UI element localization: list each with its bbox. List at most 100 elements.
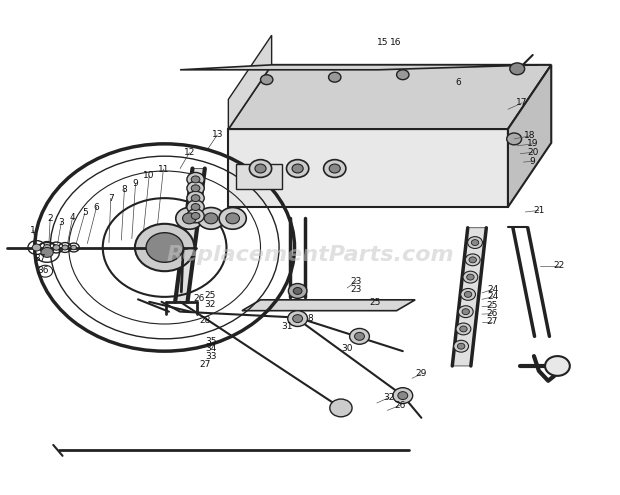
Circle shape — [62, 245, 68, 250]
Circle shape — [197, 207, 224, 229]
Text: 26: 26 — [394, 401, 405, 410]
Text: 32: 32 — [384, 393, 395, 402]
Circle shape — [182, 213, 196, 224]
Text: 27: 27 — [199, 360, 211, 369]
Circle shape — [292, 164, 303, 173]
Text: 6: 6 — [94, 202, 99, 211]
Circle shape — [135, 224, 194, 271]
Text: 11: 11 — [157, 164, 169, 174]
Circle shape — [191, 203, 200, 210]
Circle shape — [355, 333, 365, 340]
Text: 2: 2 — [47, 214, 53, 223]
Circle shape — [41, 248, 53, 257]
Polygon shape — [228, 65, 551, 129]
Text: 30: 30 — [342, 344, 353, 353]
Text: 4: 4 — [69, 213, 75, 222]
Circle shape — [204, 213, 218, 224]
Circle shape — [510, 63, 525, 75]
Text: 25: 25 — [204, 292, 216, 300]
Text: 28: 28 — [199, 316, 211, 325]
Text: 13: 13 — [211, 131, 223, 140]
Circle shape — [187, 191, 204, 205]
Text: 20: 20 — [527, 148, 538, 157]
Circle shape — [465, 254, 480, 266]
Text: 25: 25 — [487, 301, 498, 310]
Text: 37: 37 — [35, 254, 46, 263]
Circle shape — [462, 309, 469, 315]
Text: 7: 7 — [108, 194, 113, 202]
Circle shape — [175, 207, 203, 229]
Circle shape — [464, 292, 472, 297]
Circle shape — [249, 159, 272, 177]
Circle shape — [43, 245, 51, 250]
Circle shape — [461, 289, 476, 300]
Polygon shape — [180, 65, 539, 70]
Polygon shape — [228, 35, 272, 129]
Circle shape — [187, 200, 204, 214]
Bar — [236, 163, 282, 189]
Circle shape — [286, 159, 309, 177]
Text: 32: 32 — [204, 300, 216, 309]
Text: 26: 26 — [193, 294, 205, 303]
Text: 36: 36 — [37, 266, 48, 275]
Circle shape — [260, 75, 273, 85]
Circle shape — [350, 329, 370, 344]
Circle shape — [459, 326, 467, 332]
Circle shape — [187, 172, 204, 186]
Text: 35: 35 — [205, 337, 217, 346]
Circle shape — [191, 185, 200, 192]
Circle shape — [329, 72, 341, 82]
Circle shape — [53, 245, 60, 250]
Text: 9: 9 — [530, 156, 536, 166]
Text: 23: 23 — [351, 285, 362, 294]
Circle shape — [219, 207, 246, 229]
Circle shape — [191, 212, 200, 219]
Circle shape — [187, 181, 204, 195]
Circle shape — [329, 164, 340, 173]
Text: 8: 8 — [122, 185, 127, 194]
Text: 23: 23 — [351, 277, 362, 286]
Text: 31: 31 — [281, 322, 293, 331]
Circle shape — [471, 240, 479, 246]
Polygon shape — [175, 168, 205, 302]
Circle shape — [288, 311, 308, 327]
Circle shape — [467, 274, 474, 280]
Circle shape — [469, 257, 476, 263]
Text: 24: 24 — [487, 293, 498, 301]
Circle shape — [393, 388, 413, 403]
Circle shape — [397, 70, 409, 80]
Circle shape — [255, 164, 266, 173]
Text: 15: 15 — [376, 38, 388, 47]
Text: ReplacementParts.com: ReplacementParts.com — [166, 245, 454, 265]
Text: 22: 22 — [553, 261, 564, 270]
Circle shape — [458, 306, 473, 318]
Text: 25: 25 — [370, 298, 381, 307]
Text: 6: 6 — [456, 78, 461, 87]
Circle shape — [454, 340, 469, 352]
Circle shape — [288, 284, 307, 298]
Text: 26: 26 — [487, 309, 498, 318]
Text: 27: 27 — [487, 317, 498, 326]
Text: 12: 12 — [184, 148, 195, 157]
Text: 9: 9 — [133, 179, 138, 188]
Polygon shape — [508, 65, 551, 207]
Circle shape — [191, 176, 200, 183]
Text: 33: 33 — [205, 351, 217, 360]
Circle shape — [187, 209, 204, 223]
Text: 21: 21 — [533, 206, 544, 215]
Circle shape — [293, 288, 302, 295]
Text: 8: 8 — [307, 314, 313, 323]
Polygon shape — [228, 129, 508, 207]
Polygon shape — [452, 228, 486, 366]
Circle shape — [456, 323, 471, 335]
Circle shape — [398, 392, 408, 399]
Circle shape — [32, 244, 41, 251]
Text: 18: 18 — [524, 132, 535, 141]
Text: 10: 10 — [143, 171, 155, 180]
Circle shape — [467, 237, 482, 248]
Text: 1: 1 — [30, 226, 36, 235]
Text: 24: 24 — [487, 285, 498, 294]
Circle shape — [226, 213, 239, 224]
Text: 3: 3 — [58, 218, 64, 227]
Circle shape — [330, 399, 352, 417]
